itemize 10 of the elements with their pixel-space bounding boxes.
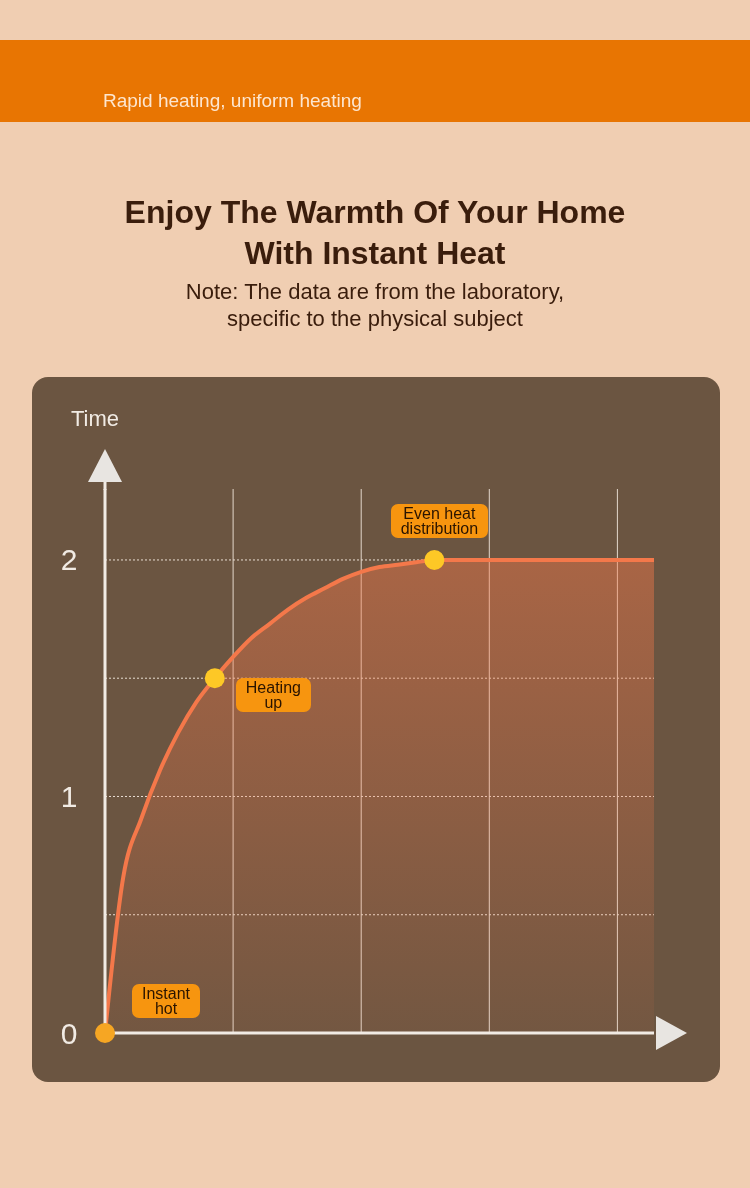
label-badge: Heating up [235,678,311,713]
y-tick-label: 2 [60,543,78,577]
chart-title: Enjoy The Warmth Of Your Home With Instant Heat [123,193,627,273]
y-tick-label: 1 [60,779,78,813]
label-badge: Even heat distribution [390,503,489,538]
label-badge: Instant hot [132,984,201,1018]
y-tick-label: 0 [60,1016,78,1050]
y-axis-title: Time [69,406,121,432]
text: Note: The data are from the laboratory, specific to the physical subject [184,278,566,332]
chart-subtitle: Rapid heating, uniform heating [103,90,362,112]
